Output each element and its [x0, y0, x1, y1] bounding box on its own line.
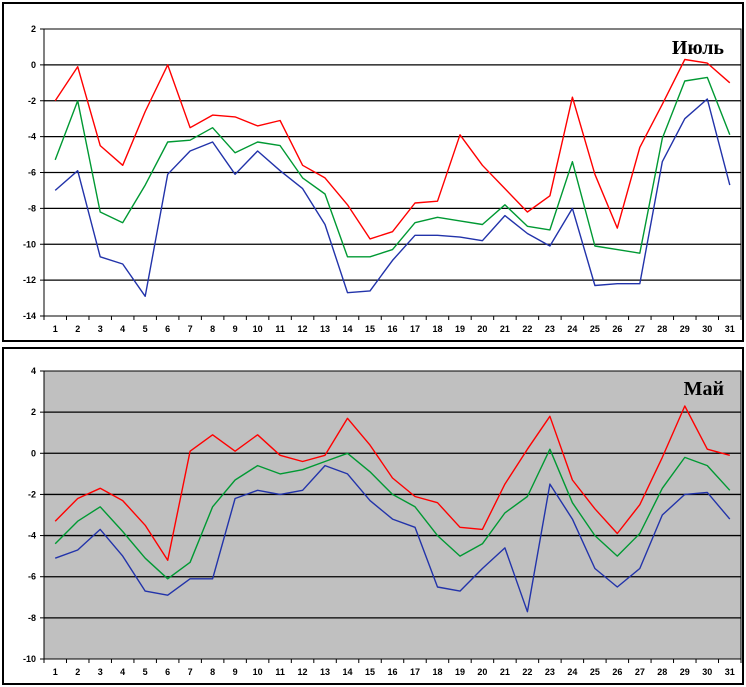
x-tick-label: 7: [188, 324, 193, 334]
x-tick-label: 3: [98, 324, 103, 334]
x-tick-label: 10: [253, 324, 263, 334]
x-tick-label: 8: [210, 667, 215, 677]
series-line-1: [54, 448, 731, 580]
x-tick-label: 29: [680, 667, 690, 677]
y-tick-label: -14: [23, 311, 36, 321]
x-tick-label: 7: [188, 667, 193, 677]
x-tick-label: 18: [432, 324, 442, 334]
x-tick-label: 4: [120, 667, 125, 677]
x-tick-label: 23: [545, 324, 555, 334]
x-tick-label: 21: [500, 324, 510, 334]
x-tick-label: 24: [567, 324, 577, 334]
x-tick-label: 22: [522, 324, 532, 334]
x-tick-label: 30: [702, 667, 712, 677]
x-tick-label: 28: [657, 667, 667, 677]
y-tick-label: 0: [31, 60, 36, 70]
y-tick-label: -4: [28, 132, 36, 142]
chart-may-svg: 420-2-4-6-8-101 2 3 4 5 6 7 8 9 10 11 12 13 14 15 16 17 1…: [23, 366, 742, 677]
x-tick-label: 10: [253, 667, 263, 677]
x-tick-label: 30: [702, 324, 712, 334]
y-tick-label: -2: [28, 489, 36, 499]
x-tick-label: 4: [120, 324, 125, 334]
x-tick-label: 2: [75, 324, 80, 334]
x-tick-label: 11: [275, 667, 285, 677]
plot-area: [43, 370, 742, 660]
y-tick-label: -4: [28, 531, 36, 541]
x-tick-label: 19: [455, 667, 465, 677]
x-tick-label: 16: [387, 324, 397, 334]
x-tick-label: 1: [53, 324, 58, 334]
y-tick-label: -8: [28, 613, 36, 623]
x-tick-label: 27: [635, 324, 645, 334]
y-tick-label: -2: [28, 96, 36, 106]
y-tick-label: -10: [23, 239, 36, 249]
x-tick-label: 20: [477, 667, 487, 677]
y-tick-label: -10: [23, 654, 36, 664]
x-tick-label: 25: [590, 667, 600, 677]
x-tick-label: 13: [320, 324, 330, 334]
x-tick-label: 23: [545, 667, 555, 677]
x-tick-label: 6: [165, 667, 170, 677]
series-line-0: [54, 405, 730, 562]
y-tick-label: 0: [31, 448, 36, 458]
y-tick-label: 4: [31, 366, 36, 376]
x-tick-label: 14: [343, 324, 353, 334]
x-tick-label: 18: [432, 667, 442, 677]
x-tick-label: 3: [98, 667, 103, 677]
chart-title: Июль: [672, 37, 725, 59]
x-tick-label: 12: [298, 667, 308, 677]
x-tick-label: 26: [612, 324, 622, 334]
x-tick-label: 28: [657, 324, 667, 334]
x-tick-label: 2: [75, 667, 80, 677]
series-line-1: [54, 76, 731, 258]
x-tick-label: 27: [635, 667, 645, 677]
x-tick-label: 16: [387, 667, 397, 677]
y-tick-label: -8: [28, 203, 36, 213]
y-tick-label: 2: [31, 407, 36, 417]
y-tick-label: 2: [31, 24, 36, 34]
x-tick-label: 20: [477, 324, 487, 334]
chart-may: 4 2 0 -2 -4 -6 -8 -10 1 2 3 4 5 6 7 8 9 10 11 12 13 14 15 16 17 1…: [2, 347, 744, 685]
x-tick-label: 17: [410, 667, 420, 677]
y-tick-label: -12: [23, 275, 36, 285]
x-tick-label: 9: [233, 324, 238, 334]
x-tick-label: 14: [343, 667, 353, 677]
x-tick-label: 5: [143, 324, 148, 334]
x-tick-label: 1: [53, 667, 58, 677]
x-tick-label: 31: [725, 667, 735, 677]
x-tick-label: 5: [143, 667, 148, 677]
x-tick-label: 24: [567, 667, 577, 677]
series-line-2: [54, 98, 731, 297]
x-tick-label: 17: [410, 324, 420, 334]
chart-july-svg: 20-2-4-6-8-10-12-141 2 3 4 5 6 7 8 9 10 11 12 13 14 15…: [23, 24, 742, 334]
x-tick-label: 15: [365, 324, 375, 334]
x-tick-label: 12: [298, 324, 308, 334]
x-tick-label: 21: [500, 667, 510, 677]
x-tick-label: 26: [612, 667, 622, 677]
x-tick-label: 9: [233, 667, 238, 677]
x-tick-label: 31: [725, 324, 735, 334]
y-tick-label: -6: [28, 572, 36, 582]
x-tick-label: 29: [680, 324, 690, 334]
x-tick-label: 6: [165, 324, 170, 334]
series-line-2: [54, 464, 731, 613]
x-tick-label: 8: [210, 324, 215, 334]
x-tick-label: 11: [275, 324, 285, 334]
x-tick-label: 22: [522, 667, 532, 677]
x-tick-label: 25: [590, 324, 600, 334]
x-tick-label: 19: [455, 324, 465, 334]
chart-july: 2 0 -2 -4 -6 -8 -10 -12 -14 1 2 3 4 5 6 7 8 9 10 11 12 13 14 15…: [2, 2, 744, 342]
x-tick-label: 13: [320, 667, 330, 677]
chart-title: Май: [684, 378, 724, 400]
x-tick-label: 15: [365, 667, 375, 677]
y-tick-label: -6: [28, 168, 36, 178]
series-line-0: [54, 58, 731, 240]
